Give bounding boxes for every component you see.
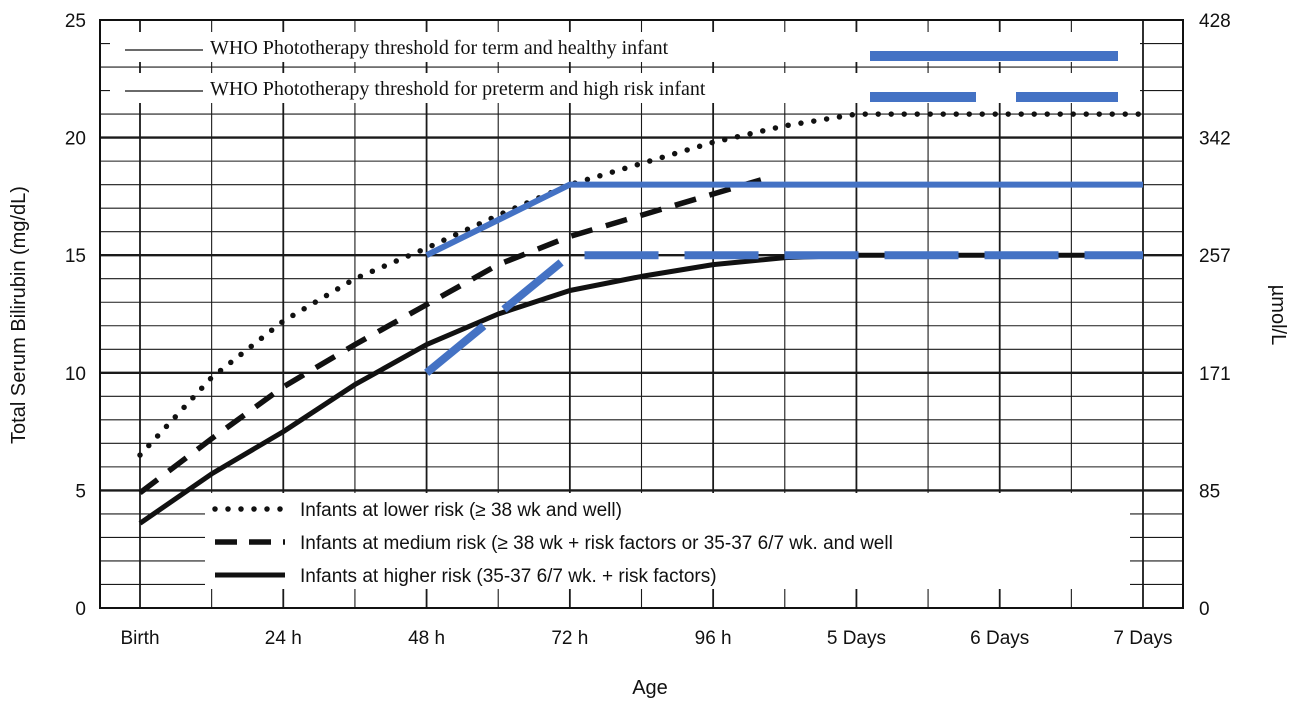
x-tick-label: 5 Days: [827, 628, 886, 649]
series-line-2: [138, 252, 1143, 526]
y-right-tick-label: 85: [1199, 481, 1220, 502]
y-right-tick-label: 0: [1199, 599, 1210, 620]
y-tick-label: 25: [65, 11, 86, 32]
legend-bottom-label: Infants at lower risk (≥ 38 wk and well): [300, 500, 622, 521]
axes: 0 5 10 15 20 25 0 85 171 257 342 428 Birth 24 h 48 h 72…: [8, 11, 1289, 699]
y-tick-label: 15: [65, 246, 86, 267]
legend-bottom-label: Infants at medium risk (≥ 38 wk + risk f…: [300, 533, 893, 554]
legend-bottom-bg: [205, 493, 1130, 589]
y-right-tick-label: 342: [1199, 129, 1231, 150]
legend-bottom-label: Infants at higher risk (35-37 6/7 wk. + …: [300, 566, 717, 587]
x-tick-label: 48 h: [408, 628, 445, 649]
series-layer: [137, 111, 1146, 526]
x-tick-label: 72 h: [551, 628, 588, 649]
legend-bottom: Infants at lower risk (≥ 38 wk and well)…: [205, 493, 1130, 589]
legend-top: WHO Phototherapy threshold for term and …: [110, 32, 1140, 103]
y-tick-label: 10: [65, 364, 86, 385]
y-right-tick-label: 257: [1199, 246, 1231, 267]
legend-top-label: WHO Phototherapy threshold for term and …: [210, 37, 669, 59]
y-tick-label: 0: [75, 599, 86, 620]
series-line-4: [424, 251, 1143, 376]
y-tick-label: 20: [65, 129, 86, 150]
y-right-tick-label: 428: [1199, 11, 1231, 32]
legend-top-label: WHO Phototherapy threshold for preterm a…: [210, 78, 706, 100]
plot-frame: [99, 19, 1184, 609]
x-tick-label: 24 h: [265, 628, 302, 649]
x-axis-title: Age: [632, 677, 668, 699]
x-tick-label: 6 Days: [970, 628, 1029, 649]
y-tick-label: 5: [75, 481, 86, 502]
y-right-axis-title: µmol/L: [1267, 285, 1289, 345]
series-line-3: [425, 181, 1143, 258]
y-axis-title: Total Serum Bilirubin (mg/dL): [8, 186, 30, 444]
x-tick-label: Birth: [120, 628, 159, 649]
y-right-tick-label: 171: [1199, 364, 1231, 385]
x-tick-label: 96 h: [695, 628, 732, 649]
x-tick-label: 7 Days: [1113, 628, 1172, 649]
series-line-1: [138, 177, 762, 495]
